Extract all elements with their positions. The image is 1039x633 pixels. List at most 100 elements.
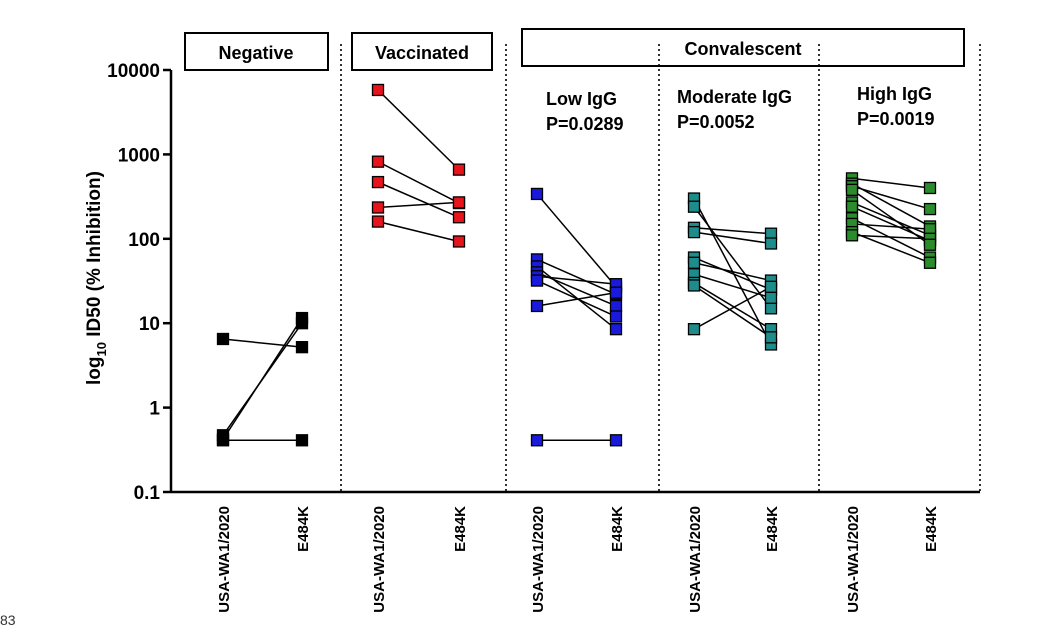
series-moderate-igg — [687, 192, 778, 351]
data-point — [371, 201, 385, 214]
pair-line — [693, 231, 772, 245]
pair-line — [693, 284, 772, 338]
series-vaccinated — [371, 83, 466, 248]
series-high-igg — [845, 172, 937, 269]
group-subtitle: High IgG — [857, 84, 932, 104]
pair-line — [222, 317, 303, 440]
data-point — [216, 434, 230, 447]
pair-line — [377, 201, 460, 209]
y-axis-title-main: log — [84, 356, 105, 385]
data-point — [687, 279, 701, 292]
y-axis-title-sub: 10 — [94, 342, 109, 356]
x-tick-label: USA-WA1/2020 — [216, 506, 233, 613]
data-point — [295, 341, 309, 354]
y-ticks: 0.1 1 10 100 1000 10000 — [107, 61, 171, 504]
pair-line — [851, 177, 931, 189]
pair-line — [536, 291, 617, 307]
data-point — [452, 235, 466, 248]
y-axis-title: log10 ID50 (% Inhibition) — [84, 171, 109, 385]
pair-line — [851, 183, 931, 228]
pair-line — [693, 282, 772, 330]
data-point — [371, 155, 385, 168]
pair-line — [222, 338, 303, 348]
y-axis-title-rest: ID50 (% Inhibition) — [84, 171, 105, 342]
data-point — [216, 332, 230, 346]
data-point — [530, 434, 544, 447]
pair-line — [693, 227, 772, 235]
y-tick-label: 10 — [139, 314, 160, 335]
group-subtitle: P=0.0289 — [546, 114, 624, 134]
x-tick-label: E484K — [295, 506, 312, 552]
data-point — [764, 280, 778, 293]
pair-line — [851, 231, 931, 264]
group-subtitle: P=0.0019 — [857, 109, 935, 129]
data-point — [609, 299, 623, 313]
group-subtitles: Low IgG P=0.0289 Moderate IgG P=0.0052 High … — [546, 84, 935, 134]
data-point — [452, 196, 466, 209]
data-point — [530, 274, 544, 287]
x-tick-label: USA-WA1/2020 — [371, 506, 388, 613]
data-point — [845, 183, 859, 197]
data-point — [845, 200, 859, 213]
data-point — [530, 299, 544, 313]
pair-line — [536, 275, 617, 285]
data-point — [764, 291, 778, 304]
x-tick-label: USA-WA1/2020 — [687, 506, 704, 613]
x-tick-label: E484K — [764, 506, 781, 552]
data-point — [764, 237, 778, 250]
header-negative-label: Negative — [218, 43, 293, 63]
pair-line — [536, 193, 617, 288]
x-tick-label: E484K — [923, 506, 940, 552]
y-tick-label: 10000 — [107, 61, 160, 82]
data-point — [687, 200, 701, 213]
data-point — [923, 202, 937, 216]
pair-line — [693, 262, 772, 282]
data-point — [452, 211, 466, 224]
pair-line — [377, 181, 460, 218]
x-tick-labels: USA-WA1/2020 E484K USA-WA1/2020 E484K USA-WA… — [216, 506, 940, 613]
header-negative: Negative — [184, 32, 329, 71]
header-vaccinated: Vaccinated — [351, 32, 493, 71]
data-point — [609, 323, 623, 336]
data-point — [845, 229, 859, 242]
group-subtitle: Low IgG — [546, 89, 617, 109]
data-point — [687, 256, 701, 269]
pair-line — [536, 258, 617, 295]
data-point — [764, 331, 778, 344]
data-point — [764, 302, 778, 315]
group-subtitle: P=0.0052 — [677, 112, 755, 132]
data-point — [923, 181, 937, 195]
data-point — [530, 187, 544, 201]
pair-line — [851, 223, 931, 230]
pair-line — [693, 206, 772, 309]
y-tick-label: 0.1 — [134, 483, 161, 504]
pair-line — [377, 220, 460, 243]
pair-line — [377, 89, 460, 171]
y-tick-label: 1 — [149, 399, 160, 420]
header-convalescent: Convalescent — [521, 28, 965, 67]
data-point — [923, 256, 937, 269]
data-point — [687, 323, 701, 336]
pair-line — [851, 189, 931, 246]
pair-line — [693, 286, 772, 330]
data-point — [371, 175, 385, 189]
y-tick-label: 1000 — [118, 145, 160, 166]
series-negative — [216, 311, 309, 447]
data-point — [452, 163, 466, 176]
data-point — [609, 434, 623, 447]
data-point — [371, 215, 385, 228]
series-layer — [216, 83, 937, 447]
data-point — [687, 225, 701, 239]
x-tick-label: USA-WA1/2020 — [530, 506, 547, 613]
pair-line — [693, 256, 772, 291]
pair-line — [536, 279, 617, 318]
x-tick-label: USA-WA1/2020 — [845, 506, 862, 613]
page-number: 83 — [0, 612, 16, 628]
data-point — [609, 310, 623, 323]
data-point — [609, 286, 623, 299]
series-low-igg — [530, 187, 623, 447]
group-subtitle: Moderate IgG — [677, 87, 792, 107]
data-point — [371, 83, 385, 97]
data-point — [295, 311, 309, 325]
